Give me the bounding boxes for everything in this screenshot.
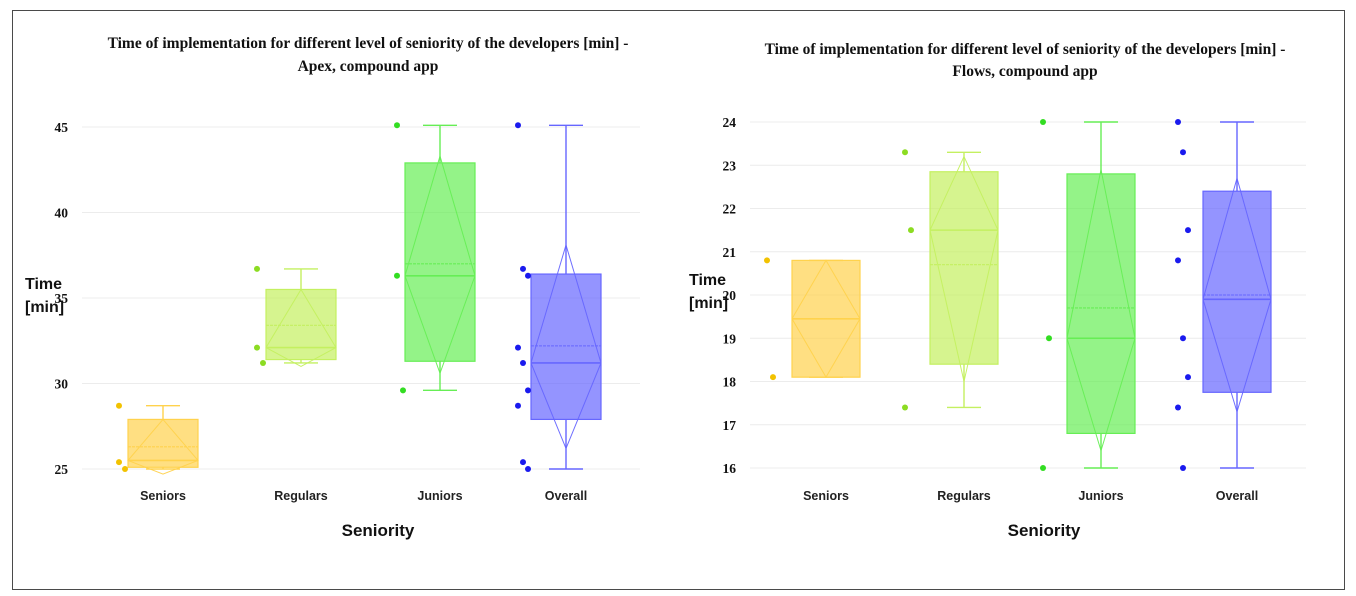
x-tick-label: Seniors [140,489,186,503]
y-axis-ticks: 16 17 18 19 20 21 22 23 24 [723,115,737,476]
y-tick-label: 24 [723,115,737,130]
y-tick-label: 21 [723,245,737,260]
data-point [1180,149,1186,156]
box-seniors [764,257,861,381]
chart-title: Time of implementation for different lev… [765,41,1286,58]
box-regulars [254,265,337,367]
y-axis-label-unit: [min] [689,295,728,312]
box-overall [1175,119,1272,471]
data-point [254,265,260,272]
data-point [260,359,266,366]
y-tick-label: 25 [55,462,69,477]
box-notch [265,288,337,367]
y-tick-label: 45 [55,120,69,135]
data-point [1040,465,1046,471]
y-tick-label: 18 [723,375,737,390]
data-point [515,122,521,129]
data-point [394,272,400,279]
box-body [404,162,476,362]
x-tick-label: Juniors [1078,489,1123,503]
box-seniors [116,402,199,475]
data-point [1175,119,1181,125]
data-point [1175,257,1181,264]
data-point [1175,404,1181,411]
data-point [1180,465,1186,471]
x-tick-label: Regulars [937,489,991,503]
data-point [254,344,260,351]
box-body [265,288,337,361]
box-body [1202,190,1272,393]
box-juniors [1040,119,1136,471]
data-point [394,122,400,129]
box-overall [515,122,602,472]
data-point [116,402,122,409]
box-body [929,171,999,365]
data-point [515,344,521,351]
data-point [520,359,526,366]
y-axis-label: Time [689,272,726,289]
y-tick-label: 40 [55,206,69,221]
data-point [770,374,776,381]
data-point [1040,119,1046,125]
data-point [764,257,770,264]
y-axis-ticks: 25 30 35 40 45 [55,120,69,477]
data-point [902,149,908,156]
flows-boxplot-chart: Time of implementation for different lev… [689,41,1306,540]
data-point [525,387,531,394]
x-tick-label: Overall [545,489,587,503]
y-axis-label: Time [25,276,62,293]
y-tick-label: 22 [723,202,737,217]
data-point [902,404,908,411]
x-tick-label: Overall [1216,489,1258,503]
data-point [400,387,406,394]
x-axis-label: Seniority [1008,521,1081,540]
y-tick-label: 20 [723,288,737,303]
chart-subtitle: Apex, compound app [298,58,439,75]
y-tick-label: 30 [55,377,69,392]
apex-boxplot-chart: Time of implementation for different lev… [25,35,640,540]
y-tick-label: 23 [723,158,737,173]
y-tick-label: 19 [723,331,737,346]
data-point [116,459,122,466]
data-point [1185,374,1191,381]
y-tick-label: 16 [723,461,737,476]
y-axis-label-unit: [min] [25,299,64,316]
box-regulars [902,149,999,411]
data-point [1046,335,1052,342]
data-point [520,265,526,272]
box-body [1066,173,1136,434]
chart-title: Time of implementation for different lev… [108,35,629,52]
data-point [122,466,128,472]
data-point [1180,335,1186,342]
x-axis-ticks: Seniors Regulars Juniors Overall [140,489,587,503]
y-tick-label: 35 [55,291,69,306]
x-axis-ticks: Seniors Regulars Juniors Overall [803,489,1258,503]
x-axis-label: Seniority [342,521,415,540]
box-series [116,122,602,475]
data-point [525,272,531,279]
data-point [525,466,531,472]
data-point [908,227,914,234]
data-point [1185,227,1191,234]
y-tick-label: 17 [723,418,737,433]
x-tick-label: Regulars [274,489,328,503]
box-series [764,119,1272,471]
box-juniors [394,122,476,394]
chart-subtitle: Flows, compound app [952,63,1097,80]
x-tick-label: Juniors [417,489,462,503]
data-point [515,402,521,409]
data-point [520,459,526,466]
x-tick-label: Seniors [803,489,849,503]
box-body [530,273,602,421]
